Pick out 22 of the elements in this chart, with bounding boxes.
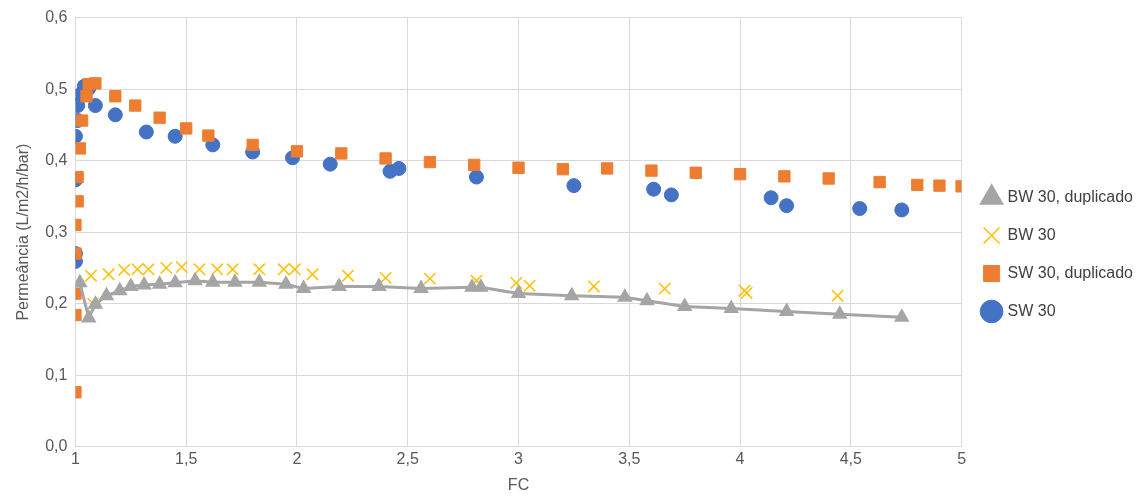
y-tick-label: 0,3	[45, 222, 68, 240]
y-tick-label: 0,6	[45, 8, 68, 26]
legend-label: SW 30	[1007, 301, 1056, 319]
x-tick-label: 4	[735, 449, 745, 467]
x-tick-label: 4,5	[839, 449, 863, 467]
legend-label: SW 30, duplicado	[1007, 263, 1134, 281]
x-tick-label: 2	[292, 449, 302, 467]
x-tick-label: 5	[957, 449, 967, 467]
x-tick-label: 2,5	[396, 449, 419, 467]
x-tick-label: 3	[514, 449, 524, 467]
x-axis-title: FC	[507, 475, 530, 493]
y-axis-title: Permeância (L/m2/h/bar)	[14, 143, 32, 321]
legend-label: BW 30	[1007, 225, 1056, 243]
x-tick-label: 1,5	[175, 449, 198, 467]
y-tick-label: 0,2	[45, 294, 68, 312]
x-tick-label: 1	[70, 449, 80, 467]
y-tick-label: 0,4	[45, 151, 68, 169]
y-tick-label: 0,1	[45, 365, 68, 383]
y-tick-label: 0,5	[45, 79, 68, 97]
y-tick-label: 0,0	[45, 437, 68, 455]
legend-label: BW 30, duplicado	[1007, 187, 1134, 205]
x-tick-label: 3,5	[618, 449, 641, 467]
